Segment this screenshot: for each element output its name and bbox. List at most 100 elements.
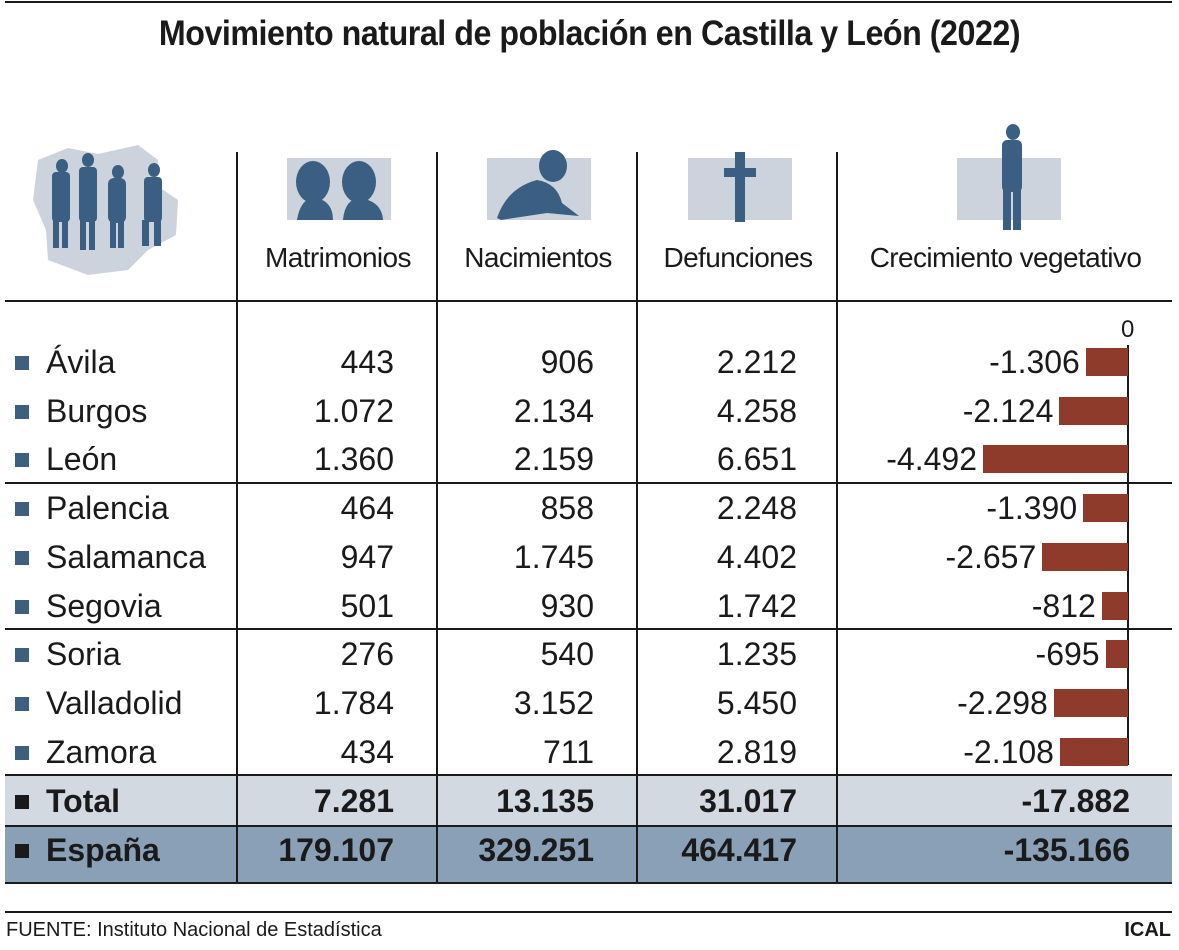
column-divider: [236, 152, 238, 883]
defunciones-value: 1.235: [716, 636, 797, 673]
province-name: Salamanca: [46, 538, 207, 575]
row-marker-icon: [15, 745, 29, 760]
total-row: Total 7.281 13.135 31.017 -17.882: [5, 777, 1172, 826]
matrimonios-value: 501: [340, 587, 394, 624]
baby-icon: [487, 150, 591, 220]
row-marker-icon: [15, 844, 29, 858]
source-note: FUENTE: Instituto Nacional de Estadístic…: [6, 919, 382, 941]
province-name: Ávila: [46, 344, 116, 380]
crecimiento-value: -2.298: [957, 684, 1048, 721]
province-name: Zamora: [46, 733, 157, 770]
cross-icon: [688, 152, 792, 222]
province-name: España: [46, 832, 160, 868]
crecimiento-value: -2.108: [963, 733, 1054, 770]
column-divider: [836, 152, 838, 883]
crecimiento-value: -1.390: [986, 490, 1078, 527]
matrimonios-value: 947: [340, 538, 394, 575]
defunciones-value: 6.651: [716, 441, 797, 478]
province-name: Segovia: [46, 587, 162, 624]
spain-row-bg: [5, 826, 1172, 883]
nacimientos-value: 329.251: [478, 832, 594, 868]
zero-axis-label: 0: [1121, 316, 1135, 343]
crecimiento-bar: [1085, 348, 1128, 376]
column-divider: [436, 152, 438, 883]
column-divider: [636, 152, 638, 883]
nacimientos-value: 711: [542, 733, 594, 770]
crecimiento-value: -695: [1035, 636, 1100, 673]
row-marker-icon: [15, 404, 29, 419]
nacimientos-value: 2.134: [513, 392, 594, 429]
crecimiento-value: -812: [1031, 587, 1096, 624]
table-row: Soria 276 540 1.235 -695: [5, 630, 1172, 679]
column-header-nacimientos: Nacimientos: [464, 242, 612, 273]
crecimiento-value: -17.882: [1021, 783, 1130, 819]
matrimonios-value: 1.072: [313, 392, 394, 429]
nacimientos-value: 3.152: [513, 684, 594, 721]
row-marker-icon: [15, 648, 29, 663]
crecimiento-bar: [1083, 494, 1128, 523]
table-row: Palencia 464 858 2.248 -1.390: [5, 484, 1172, 533]
province-name: Total: [46, 783, 121, 819]
province-name: Burgos: [46, 392, 148, 429]
spain-divider: [5, 825, 1172, 827]
matrimonios-value: 434: [340, 733, 394, 770]
row-marker-icon: [15, 696, 29, 711]
table-row: Ávila 443 906 2.212 -1.306: [5, 338, 1172, 387]
matrimonios-value: 276: [340, 636, 394, 673]
row-marker-icon: [15, 550, 29, 565]
defunciones-value: 4.402: [716, 538, 797, 575]
couple-icon: [287, 158, 391, 220]
brand-logo-text: ICAL: [1124, 919, 1171, 941]
row-marker-icon: [15, 795, 29, 809]
crecimiento-bar: [1042, 542, 1128, 571]
table-row: Valladolid 1.784 3.152 5.450 -2.298: [5, 679, 1172, 728]
province-name: Soria: [46, 636, 121, 673]
nacimientos-value: 2.159: [513, 441, 594, 478]
nacimientos-value: 930: [540, 587, 594, 624]
column-header-defunciones: Defunciones: [663, 242, 813, 273]
total-row-bg: [5, 776, 1172, 826]
defunciones-value: 31.017: [699, 783, 797, 819]
top-rule: [5, 1, 1172, 3]
column-header-matrimonios: Matrimonios: [265, 242, 411, 273]
group-divider: [5, 628, 1172, 630]
nacimientos-value: 1.745: [513, 538, 594, 575]
page-title: Movimiento natural de población en Casti…: [158, 14, 1021, 53]
footer-rule: [5, 911, 1172, 913]
crecimiento-value: -2.124: [962, 392, 1054, 429]
column-header-crecimiento: Crecimiento vegetativo: [869, 242, 1142, 273]
zero-axis: [1127, 345, 1129, 765]
nacimientos-value: 858: [540, 490, 594, 527]
table-row: Segovia 501 930 1.742 -812: [5, 582, 1172, 631]
defunciones-value: 2.212: [716, 344, 797, 380]
matrimonios-value: 464: [340, 490, 394, 527]
crecimiento-value: -1.306: [989, 344, 1080, 380]
nacimientos-value: 13.135: [496, 783, 594, 819]
crecimiento-bar: [1053, 688, 1128, 717]
defunciones-value: 2.248: [716, 490, 797, 527]
matrimonios-value: 1.360: [313, 441, 394, 478]
header-rule: [5, 300, 1172, 302]
province-name: León: [46, 441, 118, 478]
defunciones-value: 4.258: [716, 392, 797, 429]
crecimiento-bar: [1101, 591, 1128, 620]
row-marker-icon: [15, 453, 29, 468]
total-divider: [5, 774, 1172, 776]
defunciones-value: 2.819: [716, 733, 797, 770]
nacimientos-value: 540: [540, 636, 594, 673]
table-bottom-rule: [5, 882, 1172, 884]
crecimiento-value: -2.657: [945, 538, 1037, 575]
crecimiento-bar: [1059, 737, 1128, 766]
table-row: Salamanca 947 1.745 4.402 -2.657: [5, 533, 1172, 582]
province-name: Palencia: [46, 490, 169, 527]
table-row: Burgos 1.072 2.134 4.258 -2.124: [5, 387, 1172, 436]
row-marker-icon: [15, 502, 29, 517]
defunciones-value: 1.742: [716, 587, 797, 624]
table-row: León 1.360 2.159 6.651 -4.492: [5, 435, 1172, 484]
table-row: Zamora 434 711 2.819 -2.108: [5, 728, 1172, 777]
spain-row: España 179.107 329.251 464.417 -135.166: [5, 826, 1172, 875]
province-name: Valladolid: [46, 684, 183, 721]
matrimonios-value: 179.107: [278, 832, 394, 868]
defunciones-value: 5.450: [716, 684, 797, 721]
row-marker-icon: [15, 356, 29, 370]
